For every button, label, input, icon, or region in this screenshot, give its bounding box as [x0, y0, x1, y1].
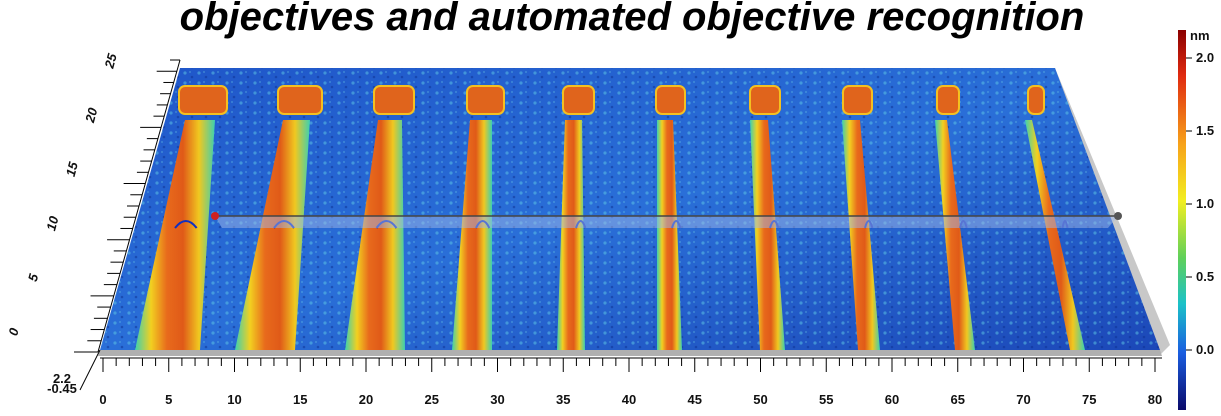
profile-end	[1114, 212, 1122, 220]
surface-base	[98, 350, 1162, 356]
y-tick-label: 25	[101, 51, 120, 71]
ridge-marker	[936, 85, 960, 115]
x-tick-label: 45	[688, 392, 702, 407]
x-tick-label: 5	[165, 392, 172, 407]
z-tick-label: -0.45	[47, 381, 77, 396]
y-tick-label: 10	[43, 214, 61, 233]
x-tick-label: 10	[227, 392, 241, 407]
x-tick-label: 0	[99, 392, 106, 407]
ridge-marker	[277, 85, 323, 115]
z-tick-label: 2.2	[53, 371, 71, 386]
x-tick-label: 20	[359, 392, 373, 407]
ridge-marker	[178, 85, 228, 115]
x-tick-label: 70	[1016, 392, 1030, 407]
ridge	[842, 120, 880, 350]
ridge-marker	[842, 85, 873, 115]
colorbar-tick-label: 1.0	[1196, 196, 1214, 211]
ridge	[657, 120, 682, 350]
x-tick-label: 80	[1148, 392, 1162, 407]
x-tick-label: 35	[556, 392, 570, 407]
colorbar-tick-label: 0.0	[1196, 342, 1214, 357]
profile-plane	[215, 216, 1118, 228]
profile-start	[211, 212, 219, 220]
ridge	[345, 120, 405, 350]
ridge-marker	[1027, 85, 1045, 115]
ridge	[1025, 120, 1085, 350]
x-tick-label: 75	[1082, 392, 1096, 407]
colorbar-unit: nm	[1190, 28, 1210, 43]
x-tick-label: 15	[293, 392, 307, 407]
y-tick-label: 0	[5, 326, 22, 338]
ridge	[935, 120, 975, 350]
colorbar-tick-label: 2.0	[1196, 50, 1214, 65]
x-tick-label: 55	[819, 392, 833, 407]
profile-bump	[174, 220, 198, 229]
y-tick-label: 15	[63, 160, 81, 179]
colorbar-tick-label: 1.5	[1196, 123, 1214, 138]
x-tick-label: 50	[753, 392, 767, 407]
colorbar	[1178, 30, 1186, 410]
x-tick-label: 30	[490, 392, 504, 407]
ridge	[557, 120, 585, 350]
colorbar-tick-label: 0.5	[1196, 269, 1214, 284]
ridge-marker	[373, 85, 415, 115]
z-axis-line	[79, 349, 101, 391]
ridge	[135, 120, 215, 350]
x-tick-label: 40	[622, 392, 636, 407]
ridge-marker	[466, 85, 505, 115]
y-tick-label: 5	[25, 271, 42, 283]
ridge-marker	[562, 85, 595, 115]
x-tick-label: 65	[951, 392, 965, 407]
ridge	[750, 120, 785, 350]
ridge-marker	[749, 85, 781, 115]
ridge	[235, 120, 310, 350]
x-tick-label: 25	[425, 392, 439, 407]
ridge	[452, 120, 492, 350]
ridge-marker	[655, 85, 686, 115]
y-tick-label: 20	[82, 105, 101, 125]
title: objectives and automated objective recog…	[180, 0, 1085, 39]
x-tick-label: 60	[885, 392, 899, 407]
